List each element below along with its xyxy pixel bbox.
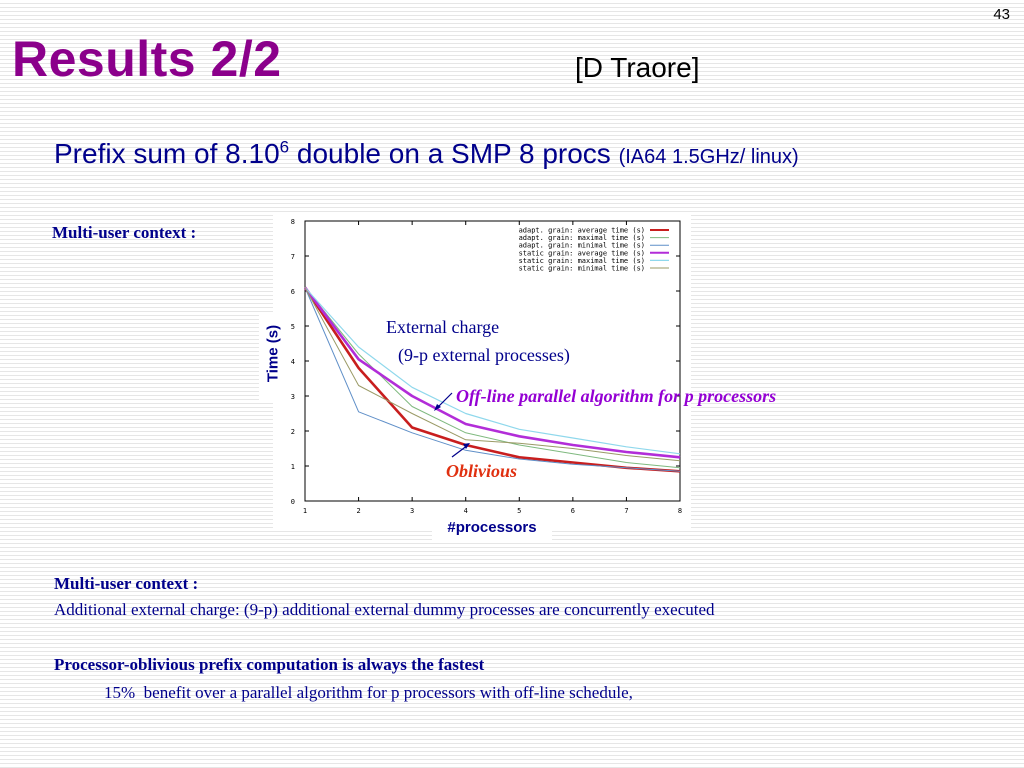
y-tick-label: 4 <box>291 358 295 366</box>
bottom-context-heading: Multi-user context : <box>54 574 198 594</box>
annotation-external-processes: (9-p external processes) <box>398 345 570 365</box>
x-tick-label: 8 <box>678 507 682 515</box>
annotation-oblivious: Oblivious <box>446 461 518 481</box>
legend-label: static grain: average time (s) <box>519 249 645 257</box>
x-tick-label: 1 <box>303 507 307 515</box>
bottom-context-colon: : <box>188 574 199 593</box>
oblivious-arrowhead <box>463 443 470 449</box>
x-axis-label-backdrop <box>432 514 552 542</box>
offline-arrowhead <box>434 404 441 411</box>
context-heading-colon: : <box>186 223 197 242</box>
context-description: Additional external charge: (9-p) additi… <box>54 600 715 619</box>
y-tick-label: 8 <box>291 218 295 226</box>
series-line-4 <box>303 286 681 459</box>
benefit-statement: 15% benefit over a parallel algorithm fo… <box>104 683 633 702</box>
slide-title: Results 2/2 <box>12 31 282 87</box>
y-tick-label: 5 <box>291 323 295 331</box>
annotation-external-charge: External charge <box>386 317 500 337</box>
legend-label: static grain: maximal time (s) <box>519 257 645 265</box>
series-line-5 <box>304 287 681 455</box>
page-number: 43 <box>993 6 1010 23</box>
y-tick-label: 3 <box>291 393 295 401</box>
context-heading: Multi-user context : <box>52 223 196 243</box>
subtitle-exponent: 6 <box>279 137 290 157</box>
slide-subtitle: Prefix sum of 8.106 double on a SMP 8 pr… <box>54 138 799 170</box>
y-tick-label: 0 <box>291 498 295 506</box>
x-tick-label: 5 <box>517 507 521 515</box>
x-axis-label: #processors <box>447 519 537 536</box>
x-tick-label: 6 <box>571 507 575 515</box>
legend-label: adapt. grain: minimal time (s) <box>519 242 645 250</box>
bottom-context-label: Multi-user context <box>54 574 189 593</box>
conclusion-statement: Processor-oblivious prefix computation i… <box>54 655 485 674</box>
y-tick-label: 7 <box>291 253 295 261</box>
author-credit: [D Traore] <box>575 52 700 83</box>
subtitle-main: Prefix sum of 8.10 <box>54 138 280 169</box>
y-tick-label: 1 <box>291 463 295 471</box>
legend-label: static grain: minimal time (s) <box>519 265 645 273</box>
x-tick-label: 7 <box>624 507 628 515</box>
x-tick-label: 2 <box>356 507 360 515</box>
x-tick-label: 4 <box>464 507 468 515</box>
annotation-offline-algorithm: Off-line parallel algorithm for p proces… <box>456 386 777 406</box>
legend-label: adapt. grain: maximal time (s) <box>519 234 645 242</box>
series-line-2 <box>304 287 681 469</box>
y-tick-label: 2 <box>291 428 295 436</box>
series-line-1 <box>303 286 681 473</box>
legend-label: adapt. grain: average time (s) <box>519 227 645 235</box>
y-axis-label: Time (s) <box>264 324 282 383</box>
subtitle-rest: double on a SMP 8 procs <box>289 138 619 169</box>
context-heading-label: Multi-user context <box>52 223 187 242</box>
series-line-3 <box>304 287 681 472</box>
subtitle-hardware: (IA64 1.5GHz/ linux) <box>618 146 799 168</box>
y-tick-label: 6 <box>291 288 295 296</box>
y-axis-label-backdrop <box>259 312 287 400</box>
x-tick-label: 3 <box>410 507 414 515</box>
series-line-6 <box>304 287 681 462</box>
chart-panel: 1 2 3 4 5 6 7 8 0 1 2 3 4 5 6 7 8 adapt. grain: average t… <box>273 212 691 528</box>
